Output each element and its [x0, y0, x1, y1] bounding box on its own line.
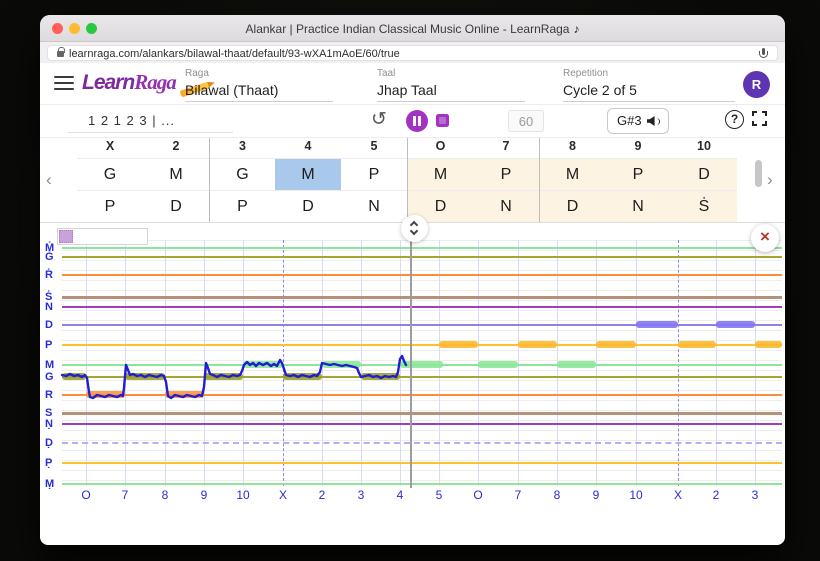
browser-titlebar: Alankar | Practice Indian Classical Musi…: [40, 15, 785, 42]
raga-value: Bilawal (Thaat): [185, 82, 278, 98]
reset-icon[interactable]: ↺: [371, 108, 387, 131]
beat-label: 2: [143, 139, 209, 153]
note-cell[interactable]: D: [540, 190, 605, 222]
beat-column: 8 MD: [539, 138, 605, 222]
beat-column: 9 PN: [605, 138, 671, 222]
beat-column: 10 DṠ: [671, 138, 737, 222]
repetition-select[interactable]: Repetition Cycle 2 of 5: [563, 68, 735, 102]
beat-label: 9: [605, 139, 671, 153]
beat-label: 10: [671, 139, 737, 153]
note-cell[interactable]: P: [210, 190, 275, 222]
browser-window: Alankar | Practice Indian Classical Musi…: [40, 15, 785, 545]
note-cell[interactable]: P: [473, 158, 539, 190]
beat-label: 4: [275, 139, 341, 153]
pitch-chart: O78910X2345O78910X23ṀĠṘṠNDPMGRSṆḌP̣Ṃ: [45, 232, 782, 500]
note-cell[interactable]: P: [605, 158, 671, 190]
beat-column: 5 PN: [341, 138, 407, 222]
beat-column: 7 PN: [473, 138, 539, 222]
close-chart-button[interactable]: ×: [751, 224, 779, 252]
note-cell[interactable]: P: [77, 190, 143, 222]
plot-area: O78910X2345O78910X23ṀĠṘṠNDPMGRSṆḌP̣Ṃ: [45, 232, 782, 500]
playback-toolbar: 1 2 1 2 3 | ... ↺ 60 G#3 ?: [40, 105, 785, 138]
scroll-left-icon[interactable]: ‹: [46, 170, 52, 190]
beat-column: XGP: [77, 138, 143, 222]
help-button[interactable]: ?: [725, 110, 744, 129]
beat-label: 8: [540, 139, 605, 153]
taal-label: Taal: [377, 68, 525, 79]
beat-grid: XGP2MD3GP4MD5PNOMD7PN8MD9PN10DṠ: [77, 138, 737, 222]
taal-select[interactable]: Taal Jhap Taal: [377, 68, 525, 102]
stop-button[interactable]: [436, 114, 449, 127]
note-cell[interactable]: M: [143, 158, 209, 190]
note-cell[interactable]: D: [275, 190, 341, 222]
note-cell[interactable]: P: [341, 158, 407, 190]
speaker-icon: [647, 116, 659, 126]
note-cell[interactable]: D: [143, 190, 209, 222]
beat-label: 3: [210, 139, 275, 153]
microphone-icon[interactable]: [759, 48, 767, 60]
url-text: learnraga.com/alankars/bilawal-thaat/def…: [69, 48, 400, 60]
beat-column: OMD: [407, 138, 473, 222]
address-bar[interactable]: learnraga.com/alankars/bilawal-thaat/def…: [47, 45, 778, 61]
screenshot-stage: Alankar | Practice Indian Classical Musi…: [0, 0, 820, 561]
raga-label: Raga: [185, 68, 333, 79]
repetition-value: Cycle 2 of 5: [563, 82, 637, 98]
raga-select[interactable]: Raga Bilawal (Thaat): [185, 68, 333, 102]
note-cell[interactable]: G: [77, 158, 143, 190]
beat-label: O: [408, 139, 473, 153]
bpm-input[interactable]: 60: [508, 110, 544, 132]
page-title: Alankar | Practice Indian Classical Musi…: [40, 22, 785, 36]
taal-value: Jhap Taal: [377, 82, 437, 98]
beat-column: 2 MD: [143, 138, 209, 222]
scroll-right-icon[interactable]: ›: [767, 170, 773, 190]
note-cell[interactable]: G: [210, 158, 275, 190]
note-cell[interactable]: M: [540, 158, 605, 190]
playhead-line: [410, 240, 412, 488]
note-cell[interactable]: N: [473, 190, 539, 222]
grid-scrollbar[interactable]: [755, 160, 762, 187]
beat-column: 3 GP: [209, 138, 275, 222]
notation-grid: ‹ XGP2MD3GP4MD5PNOMD7PN8MD9PN10DṠ ›: [40, 138, 785, 222]
favicon-music-icon: ♪: [573, 22, 579, 36]
note-cell[interactable]: N: [341, 190, 407, 222]
browser-urlbar: learnraga.com/alankars/bilawal-thaat/def…: [40, 42, 785, 64]
note-cell[interactable]: N: [605, 190, 671, 222]
note-cell[interactable]: M: [408, 158, 473, 190]
avatar[interactable]: R: [743, 71, 770, 98]
app-header: LearnRaga Raga Bilawal (Thaat) Taal Jhap…: [40, 63, 785, 105]
panel-resize-handle[interactable]: [401, 215, 428, 242]
beat-label: 7: [473, 139, 539, 153]
lock-icon: [57, 51, 64, 57]
pitch-trace: [45, 232, 782, 500]
key-button[interactable]: G#3: [607, 108, 669, 134]
note-cell[interactable]: Ṡ: [671, 190, 737, 222]
menu-icon[interactable]: [54, 76, 74, 91]
repetition-label: Repetition: [563, 68, 735, 79]
beat-label: X: [77, 139, 143, 153]
sequence-input[interactable]: 1 2 1 2 3 | ...: [68, 109, 233, 133]
beat-column: 4 MD: [275, 138, 341, 222]
note-cell[interactable]: D: [671, 158, 737, 190]
fullscreen-icon[interactable]: [752, 111, 767, 126]
beat-label: 5: [341, 139, 407, 153]
pause-button[interactable]: [406, 110, 428, 132]
current-note-cell[interactable]: M: [275, 158, 341, 190]
learnraga-logo[interactable]: LearnRaga: [82, 70, 176, 95]
